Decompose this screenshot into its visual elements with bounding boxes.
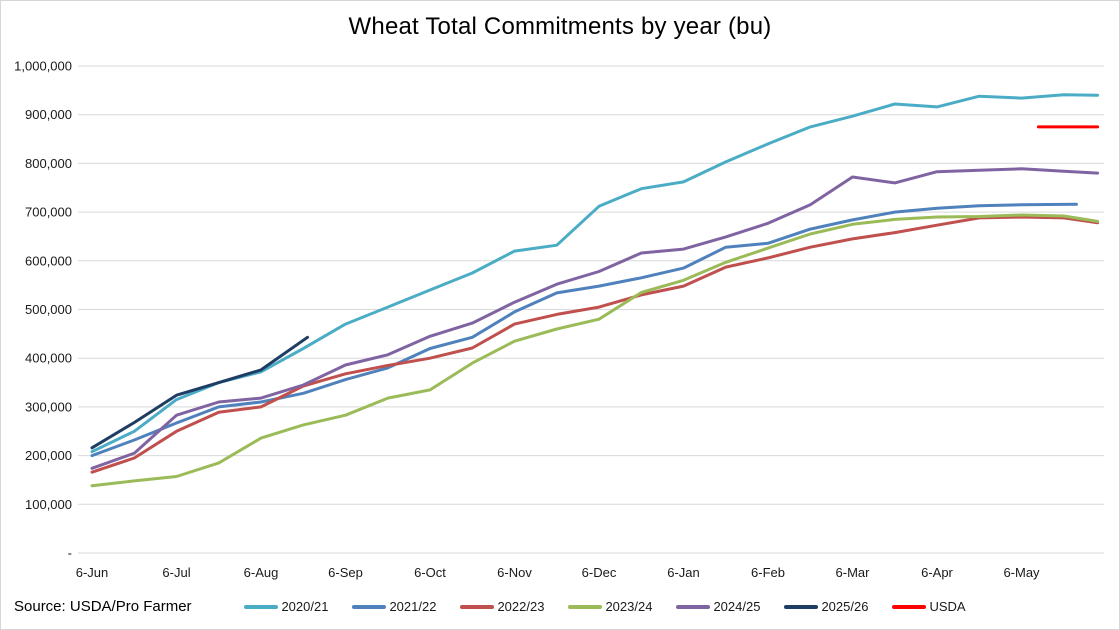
legend-label: 2022/23 <box>497 599 545 614</box>
legend-item-2023-24: 2023/24 <box>568 599 652 614</box>
y-tick-label: 1,000,000 <box>14 59 72 74</box>
chart-title: Wheat Total Commitments by year (bu) <box>348 13 772 40</box>
x-tick-label: 6-Mar <box>836 565 871 580</box>
x-tick-label: 6-Dec <box>582 565 617 580</box>
y-tick-label: 700,000 <box>25 205 72 220</box>
x-tick-label: 6-Jun <box>76 565 109 580</box>
y-tick-label: - <box>68 546 72 561</box>
legend-label: 2024/25 <box>713 599 761 614</box>
legend-item-2022-23: 2022/23 <box>460 599 544 614</box>
series-line-2025-26 <box>90 335 309 450</box>
chart-footer: Source: USDA/Pro Farmer 2020/21 2021/22 20… <box>0 595 1120 621</box>
series-line-2022-23 <box>90 215 1100 474</box>
y-tick-label: 400,000 <box>25 351 72 366</box>
x-tick-label: 6-Jan <box>667 565 700 580</box>
x-tick-label: 6-Oct <box>414 565 446 580</box>
chart-canvas: - 100,000 200,000 300,000 400,000 500,000 600,… <box>14 59 1104 580</box>
legend-item-2025-26: 2025/26 <box>784 599 868 614</box>
series-line-2023-24 <box>90 213 1100 488</box>
legend: 2020/21 2021/22 2022/23 2023/24 2024/25 2025/… <box>120 599 1090 614</box>
x-tick-label: 6-Sep <box>328 565 363 580</box>
x-tick-label: 6-Jul <box>162 565 190 580</box>
y-tick-label: 300,000 <box>25 399 72 414</box>
y-tick-label: 100,000 <box>25 497 72 512</box>
x-tick-label: 6-Feb <box>751 565 785 580</box>
legend-item-USDA: USDA <box>892 599 966 614</box>
legend-swatch-2025-26 <box>784 604 819 609</box>
series-line-2020-21 <box>90 93 1100 454</box>
series-line-2021-22 <box>90 202 1078 458</box>
legend-item-2020-21: 2020/21 <box>244 599 328 614</box>
legend-item-2024-25: 2024/25 <box>676 599 760 614</box>
legend-swatch-2020-21 <box>244 604 279 609</box>
legend-label: 2025/26 <box>821 599 869 614</box>
series-line-2024-25 <box>90 167 1100 470</box>
x-tick-label: 6-Apr <box>921 565 953 580</box>
source-note: Source: USDA/Pro Farmer <box>14 598 192 615</box>
legend-label: 2021/22 <box>389 599 437 614</box>
legend-swatch-USDA <box>892 604 927 609</box>
legend-swatch-2024-25 <box>676 604 711 609</box>
y-tick-label: 500,000 <box>25 302 72 317</box>
y-tick-label: 800,000 <box>25 156 72 171</box>
x-tick-label: 6-May <box>1003 565 1040 580</box>
y-tick-label: 900,000 <box>25 107 72 122</box>
x-tick-label: 6-Aug <box>244 565 279 580</box>
x-tick-label: 6-Nov <box>497 565 532 580</box>
legend-label: 2020/21 <box>281 599 329 614</box>
legend-swatch-2021-22 <box>352 604 387 609</box>
legend-label: USDA <box>929 599 966 614</box>
legend-swatch-2022-23 <box>460 604 495 609</box>
legend-label: 2023/24 <box>605 599 653 614</box>
legend-swatch-2023-24 <box>568 604 603 609</box>
y-tick-label: 600,000 <box>25 253 72 268</box>
y-tick-label: 200,000 <box>25 448 72 463</box>
legend-item-2021-22: 2021/22 <box>352 599 436 614</box>
